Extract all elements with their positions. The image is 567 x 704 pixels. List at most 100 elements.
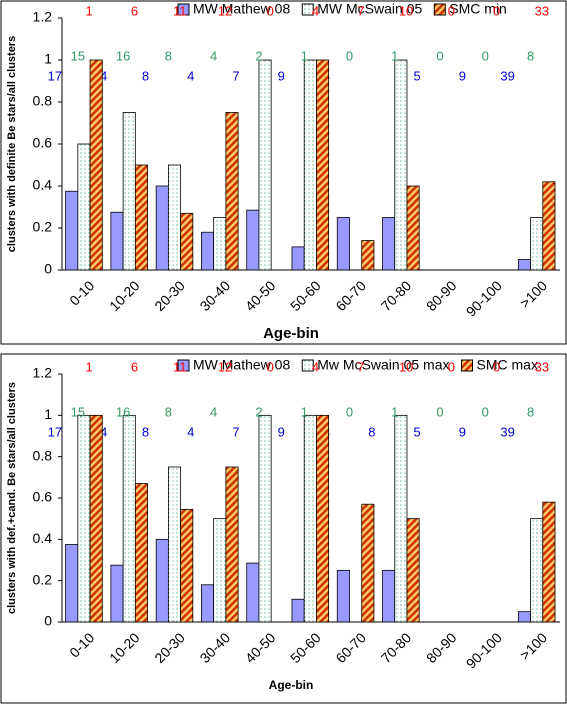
count-label: 8: [527, 48, 534, 63]
bar: [89, 59, 103, 271]
bar: [530, 217, 544, 271]
x-tick-label: 50-60: [287, 277, 324, 314]
x-tick-label: 30-40: [197, 277, 234, 314]
bar: [542, 181, 556, 271]
bar: [246, 562, 260, 623]
legend-swatch: [301, 3, 314, 16]
count-label: 15: [71, 404, 85, 419]
count-label: 1: [86, 359, 93, 374]
y-tick-label: 0.8: [33, 447, 53, 463]
count-label: 5: [413, 68, 420, 83]
count-label: 0: [493, 359, 500, 374]
bar: [382, 569, 396, 623]
count-label: 0: [448, 359, 455, 374]
count-label: 7: [232, 424, 239, 439]
bar: [180, 508, 194, 623]
count-label: 9: [459, 424, 466, 439]
y-tick-label: 0: [44, 261, 52, 277]
count-label: 0: [267, 3, 274, 18]
bar: [303, 414, 317, 623]
count-label: 1: [391, 48, 398, 63]
x-tick-label: 20-30: [151, 629, 188, 666]
y-tick-label: 0.2: [33, 219, 53, 235]
y-tick-label: 0: [44, 613, 52, 629]
count-label: 4: [187, 68, 194, 83]
legend-label: SMC min: [449, 1, 507, 17]
bar: [394, 59, 408, 271]
x-axis-label: Age-bin: [263, 325, 319, 342]
count-label: 2: [255, 48, 262, 63]
y-tick-label: 0.2: [33, 571, 53, 587]
x-tick-label: 80-90: [423, 629, 460, 666]
bar: [134, 164, 148, 271]
bar: [180, 212, 194, 271]
bar: [258, 414, 272, 623]
count-label: 33: [535, 3, 549, 18]
count-label: 11: [173, 3, 187, 18]
count-label: 7: [357, 3, 364, 18]
bar: [122, 414, 136, 623]
bar: [201, 231, 215, 271]
x-tick-label: 80-90: [423, 277, 460, 314]
x-tick-label: 50-60: [287, 629, 324, 666]
count-label: 0: [267, 359, 274, 374]
bar: [225, 466, 239, 623]
x-tick-label: 10-20: [106, 629, 143, 666]
count-label: 8: [142, 68, 149, 83]
legend-label: MW Mathew 08: [193, 357, 290, 373]
bar: [77, 143, 91, 271]
bar: [291, 598, 305, 623]
count-label: 6: [131, 3, 138, 18]
x-tick-label: 40-50: [242, 629, 279, 666]
count-label: 16: [116, 404, 130, 419]
x-tick-label: 60-70: [332, 629, 369, 666]
count-label: 11: [173, 359, 187, 374]
bar: [316, 59, 330, 271]
count-label: 5: [413, 424, 420, 439]
bar: [246, 209, 260, 271]
y-tick-label: 0.4: [33, 530, 53, 546]
bar: [155, 538, 169, 623]
legend-swatch: [433, 3, 446, 16]
bar: [122, 112, 136, 271]
y-axis-label: clusters with definite Be stars/all clus…: [6, 36, 18, 252]
legend-label: Mw McSwain 05 max: [317, 357, 449, 373]
count-label: 0: [493, 3, 500, 18]
x-tick-label: 30-40: [197, 629, 234, 666]
count-label: 4: [210, 404, 217, 419]
x-tick-label: 40-50: [242, 277, 279, 314]
bar: [394, 414, 408, 623]
x-tick-label: 70-80: [378, 277, 415, 314]
bar: [110, 211, 124, 271]
bar: [213, 217, 227, 271]
bar: [258, 59, 272, 271]
count-label: 9: [278, 68, 285, 83]
count-label: 8: [527, 404, 534, 419]
y-tick-label: 0.6: [33, 489, 53, 505]
count-label: 8: [165, 48, 172, 63]
panel-border: [0, 353, 567, 704]
panel-border: [0, 0, 567, 345]
bar: [542, 501, 556, 623]
count-label: 9: [459, 68, 466, 83]
bar: [361, 240, 375, 271]
count-label: 0: [482, 404, 489, 419]
count-label: 10: [399, 3, 413, 18]
x-tick-label: 90-100: [463, 277, 505, 319]
count-label: 4: [187, 424, 194, 439]
bar: [336, 569, 350, 623]
count-label: 17: [48, 424, 62, 439]
x-tick-label: 0-10: [66, 277, 97, 308]
count-label: 8: [368, 424, 375, 439]
count-label: 1: [86, 3, 93, 18]
count-label: 0: [346, 404, 353, 419]
bar: [406, 518, 420, 623]
count-label: 4: [312, 3, 319, 18]
y-tick-label: 1: [44, 406, 52, 422]
legend-swatch: [177, 3, 190, 16]
bar: [361, 503, 375, 623]
count-label: 17: [48, 68, 62, 83]
legend-swatch: [301, 359, 314, 372]
count-label: 16: [116, 48, 130, 63]
